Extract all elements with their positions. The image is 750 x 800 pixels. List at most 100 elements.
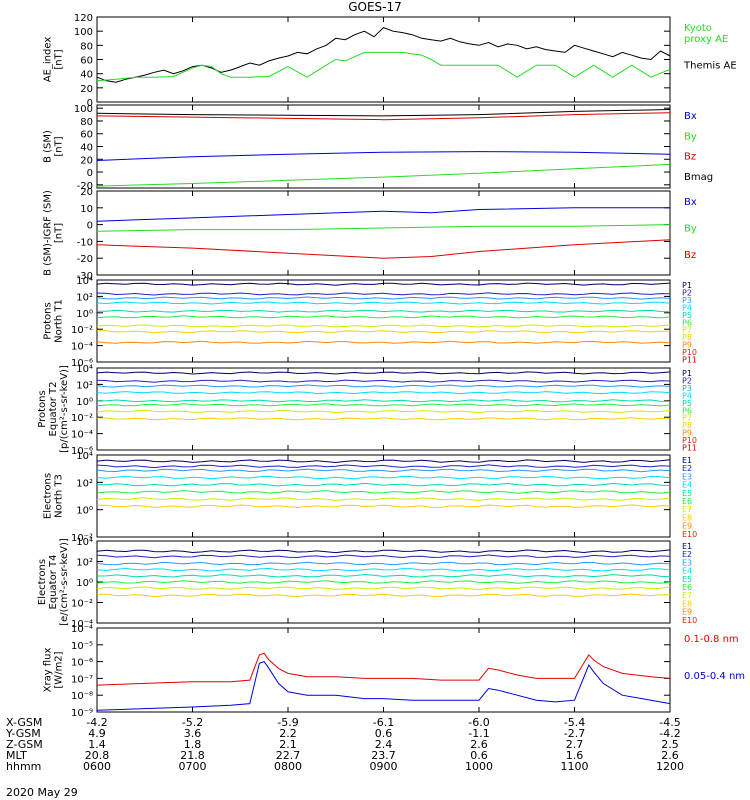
legend-entry: By xyxy=(684,131,697,142)
footer-value: 2.5 xyxy=(661,738,679,751)
y-tick-label: 0 xyxy=(87,168,93,179)
y-tick-label: 10⁰ xyxy=(76,506,93,517)
legend-entry: E10 xyxy=(682,530,697,539)
series-line-P4 xyxy=(96,391,671,395)
footer-value: 23.7 xyxy=(371,749,396,762)
footer-value: 0.6 xyxy=(375,727,393,740)
footer-value: -1.1 xyxy=(468,727,489,740)
legend-entry: E5 xyxy=(682,489,692,498)
y-axis-label: Protons xyxy=(43,302,54,339)
y-tick-label: 10⁴ xyxy=(76,451,93,462)
legend-entry: E6 xyxy=(682,583,692,592)
y-tick-label: 10⁻² xyxy=(71,413,93,424)
legend-entry: E8 xyxy=(682,513,692,522)
footer-value: 2.4 xyxy=(375,738,393,751)
y-tick-label: 10⁻⁴ xyxy=(71,619,93,630)
legend-entry: P3 xyxy=(682,296,692,305)
legend-entry: P1 xyxy=(682,369,692,378)
legend-entry: P10 xyxy=(682,348,697,357)
legend-entry: E1 xyxy=(682,456,692,465)
series-line-P8 xyxy=(97,417,670,421)
series-line-E3 xyxy=(96,561,671,566)
y-axis-label: [nT] xyxy=(54,49,65,69)
series-line-P5 xyxy=(96,399,671,403)
series-line-E5 xyxy=(97,482,671,487)
series-line-E8 xyxy=(97,504,670,509)
series-line-P6 xyxy=(96,315,671,319)
y-tick-label: 10² xyxy=(76,292,93,303)
y-tick-label: 0 xyxy=(87,221,93,232)
series-line-P7 xyxy=(96,324,671,328)
y-axis-label: AE_index xyxy=(43,37,54,83)
footer-value: 21.8 xyxy=(180,749,205,762)
y-axis-label: B (SM)-IGRF (SM) xyxy=(43,190,54,276)
series-line-P4 xyxy=(96,301,671,305)
legend-entry: E2 xyxy=(682,550,692,559)
series-line-E7 xyxy=(96,497,671,501)
y-axis-label: [e/(cm²-s-sr-keV)] xyxy=(59,538,70,626)
legend-entry: Kyoto xyxy=(684,23,712,34)
y-tick-label: 10⁻² xyxy=(71,599,93,610)
legend-entry: P7 xyxy=(682,414,692,423)
series-line-P5 xyxy=(96,309,671,313)
y-tick-label: 10⁻⁵ xyxy=(71,641,93,652)
y-axis-label: [nT] xyxy=(54,136,65,156)
legend-entry: E8 xyxy=(682,599,692,608)
legend-entry: E4 xyxy=(682,567,692,576)
footer-value: -6.0 xyxy=(468,716,489,729)
footer-value: 0.6 xyxy=(470,749,488,762)
y-axis-label: Protons xyxy=(37,390,48,427)
y-axis-label: Xray flux xyxy=(43,648,54,693)
y-tick-label: 60 xyxy=(80,130,93,141)
y-tick-label: 10⁻² xyxy=(71,533,93,544)
legend-entry: P6 xyxy=(682,406,692,415)
series-line-Bmag xyxy=(96,109,671,117)
footer-value: 0800 xyxy=(274,760,302,773)
y-tick-label: 10² xyxy=(76,558,93,569)
legend-entry: P1 xyxy=(682,281,692,290)
footer-value: -4.2 xyxy=(86,716,107,729)
chart-title: GOES-17 xyxy=(348,0,402,14)
legend-entry: E10 xyxy=(682,616,697,625)
y-tick-label: 10⁻⁸ xyxy=(71,691,93,702)
footer-value: 1.8 xyxy=(184,738,202,751)
series-line-P6 xyxy=(96,403,671,407)
y-tick-label: 10⁻⁶ xyxy=(71,658,93,669)
panel-frame xyxy=(96,16,671,103)
series-line-P7 xyxy=(96,409,671,414)
series-line-E7 xyxy=(96,586,671,591)
y-tick-label: 10⁰ xyxy=(76,309,93,320)
legend-entry: P8 xyxy=(682,333,692,342)
footer-row-label: X-GSM xyxy=(6,716,42,729)
legend-entry: E5 xyxy=(682,575,692,584)
series-line-P1 xyxy=(96,371,671,375)
y-axis-label: B (SM) xyxy=(43,130,54,163)
legend-entry: 0.05-0.4 nm xyxy=(684,671,745,682)
legend-entry: E7 xyxy=(682,505,692,514)
series-line-E3 xyxy=(96,468,671,473)
series-line-E2 xyxy=(96,554,671,559)
legend-entry: proxy AE xyxy=(684,34,728,45)
y-tick-label: -20 xyxy=(77,254,93,265)
series-line-P8 xyxy=(97,330,670,334)
panel-frame xyxy=(96,279,671,363)
series-line-P9 xyxy=(96,340,671,344)
y-tick-label: -20 xyxy=(77,181,93,192)
y-tick-label: 10⁻⁶ xyxy=(71,446,93,457)
legend-entry: P4 xyxy=(682,391,692,400)
series-line-By xyxy=(96,163,671,187)
legend-entry: E6 xyxy=(682,497,692,506)
y-axis-label: North T3 xyxy=(54,474,65,518)
series-line-Bz xyxy=(96,112,671,121)
y-tick-label: -10 xyxy=(77,237,93,248)
legend-entry: E7 xyxy=(682,591,692,600)
y-axis-label: [p/(cm²-s-sr-keV)] xyxy=(59,365,70,453)
series-line-Themis-AE xyxy=(96,27,671,83)
footer-value: 1200 xyxy=(656,760,684,773)
footer-value: -4.5 xyxy=(659,716,680,729)
panel-frame xyxy=(96,627,671,713)
y-axis-label: Electrons xyxy=(43,473,54,519)
legend-entry: P7 xyxy=(682,326,692,335)
legend-entry: E3 xyxy=(682,558,692,567)
y-axis-label: Equator T2 xyxy=(48,382,59,437)
